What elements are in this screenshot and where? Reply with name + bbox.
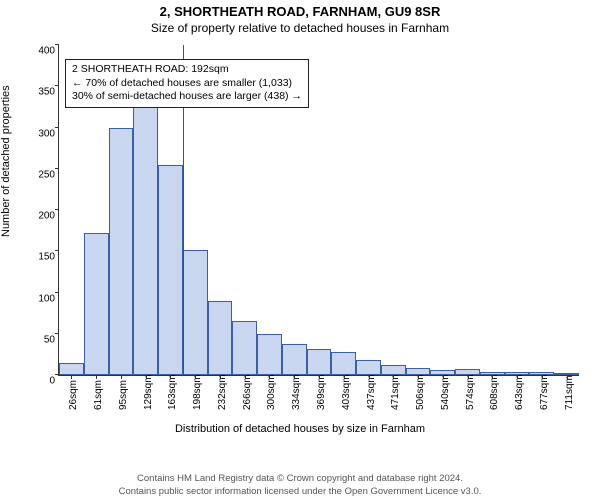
x-tick-mark bbox=[369, 375, 370, 379]
x-tick-label: 198sqm bbox=[192, 374, 203, 410]
x-tick-mark bbox=[393, 375, 394, 379]
x-tick-label: 300sqm bbox=[266, 374, 277, 410]
y-axis-label: Number of detached properties bbox=[0, 85, 12, 237]
x-tick-label: 608sqm bbox=[489, 374, 500, 410]
y-tick-mark bbox=[55, 250, 59, 251]
x-tick-mark bbox=[245, 375, 246, 379]
x-tick-mark bbox=[492, 375, 493, 379]
annotation-line: 30% of semi-detached houses are larger (… bbox=[72, 90, 302, 104]
histogram-bar bbox=[208, 301, 233, 375]
x-tick-label: 403sqm bbox=[341, 374, 352, 410]
x-tick-mark bbox=[121, 375, 122, 379]
page-title-address: 2, SHORTHEATH ROAD, FARNHAM, GU9 8SR bbox=[0, 4, 600, 19]
x-tick-label: 61sqm bbox=[93, 380, 104, 410]
histogram-bar bbox=[307, 349, 332, 375]
histogram-bar bbox=[257, 334, 282, 375]
x-tick-label: 232sqm bbox=[217, 374, 228, 410]
histogram-bar bbox=[109, 128, 134, 376]
histogram-bar bbox=[59, 363, 84, 375]
x-tick-label: 129sqm bbox=[143, 374, 154, 410]
x-tick-label: 574sqm bbox=[465, 374, 476, 410]
x-tick-mark bbox=[146, 375, 147, 379]
x-tick-mark bbox=[170, 375, 171, 379]
x-tick-label: 369sqm bbox=[316, 374, 327, 410]
y-tick-mark bbox=[55, 333, 59, 334]
y-tick-mark bbox=[55, 44, 59, 45]
x-tick-mark bbox=[443, 375, 444, 379]
histogram-bar bbox=[356, 360, 381, 375]
annotation-box: 2 SHORTHEATH ROAD: 192sqm← 70% of detach… bbox=[65, 59, 309, 108]
x-tick-mark bbox=[517, 375, 518, 379]
x-tick-label: 266sqm bbox=[242, 374, 253, 410]
x-tick-label: 506sqm bbox=[415, 374, 426, 410]
annotation-line: 2 SHORTHEATH ROAD: 192sqm bbox=[72, 63, 302, 77]
page-title-subtitle: Size of property relative to detached ho… bbox=[0, 21, 600, 35]
x-tick-mark bbox=[269, 375, 270, 379]
footer-line-2: Contains public sector information licen… bbox=[0, 486, 600, 498]
x-tick-mark bbox=[542, 375, 543, 379]
y-tick-label: 250 bbox=[25, 169, 55, 180]
y-tick-mark bbox=[55, 85, 59, 86]
y-tick-mark bbox=[55, 292, 59, 293]
x-axis-label: Distribution of detached houses by size … bbox=[0, 423, 600, 435]
histogram-bar bbox=[133, 95, 158, 376]
y-tick-label: 400 bbox=[25, 46, 55, 57]
footer-line-1: Contains HM Land Registry data © Crown c… bbox=[0, 473, 600, 485]
x-tick-label: 471sqm bbox=[390, 374, 401, 410]
histogram-bar bbox=[84, 233, 109, 375]
annotation-line: ← 70% of detached houses are smaller (1,… bbox=[72, 77, 302, 91]
histogram-bar bbox=[232, 321, 257, 375]
plot-area: 05010015020025030035040026sqm61sqm95sqm1… bbox=[58, 45, 579, 376]
y-tick-label: 50 bbox=[25, 334, 55, 345]
y-tick-label: 150 bbox=[25, 252, 55, 263]
y-tick-label: 100 bbox=[25, 293, 55, 304]
x-tick-mark bbox=[294, 375, 295, 379]
y-tick-label: 350 bbox=[25, 87, 55, 98]
x-tick-mark bbox=[96, 375, 97, 379]
x-tick-label: 711sqm bbox=[564, 375, 575, 410]
x-tick-label: 163sqm bbox=[167, 374, 178, 410]
x-tick-label: 95sqm bbox=[118, 380, 129, 410]
x-tick-mark bbox=[319, 375, 320, 379]
x-tick-mark bbox=[567, 375, 568, 379]
y-tick-label: 0 bbox=[25, 376, 55, 387]
histogram-bar bbox=[183, 250, 208, 375]
y-tick-label: 300 bbox=[25, 128, 55, 139]
histogram-bar bbox=[282, 344, 307, 375]
footer-attribution: Contains HM Land Registry data © Crown c… bbox=[0, 473, 600, 498]
x-tick-label: 677sqm bbox=[539, 374, 550, 410]
x-tick-label: 334sqm bbox=[291, 374, 302, 410]
y-tick-label: 200 bbox=[25, 211, 55, 222]
x-tick-mark bbox=[468, 375, 469, 379]
y-tick-mark bbox=[55, 127, 59, 128]
histogram-bar bbox=[158, 165, 183, 375]
x-tick-label: 26sqm bbox=[68, 380, 79, 410]
chart-container: Number of detached properties 0501001502… bbox=[0, 37, 600, 437]
x-tick-mark bbox=[220, 375, 221, 379]
x-tick-mark bbox=[344, 375, 345, 379]
y-tick-mark bbox=[55, 209, 59, 210]
y-tick-mark bbox=[55, 168, 59, 169]
x-tick-label: 437sqm bbox=[366, 374, 377, 410]
x-tick-label: 540sqm bbox=[440, 374, 451, 410]
x-tick-mark bbox=[195, 375, 196, 379]
x-tick-mark bbox=[71, 375, 72, 379]
x-tick-mark bbox=[418, 375, 419, 379]
histogram-bar bbox=[331, 352, 356, 375]
x-tick-label: 643sqm bbox=[514, 374, 525, 410]
